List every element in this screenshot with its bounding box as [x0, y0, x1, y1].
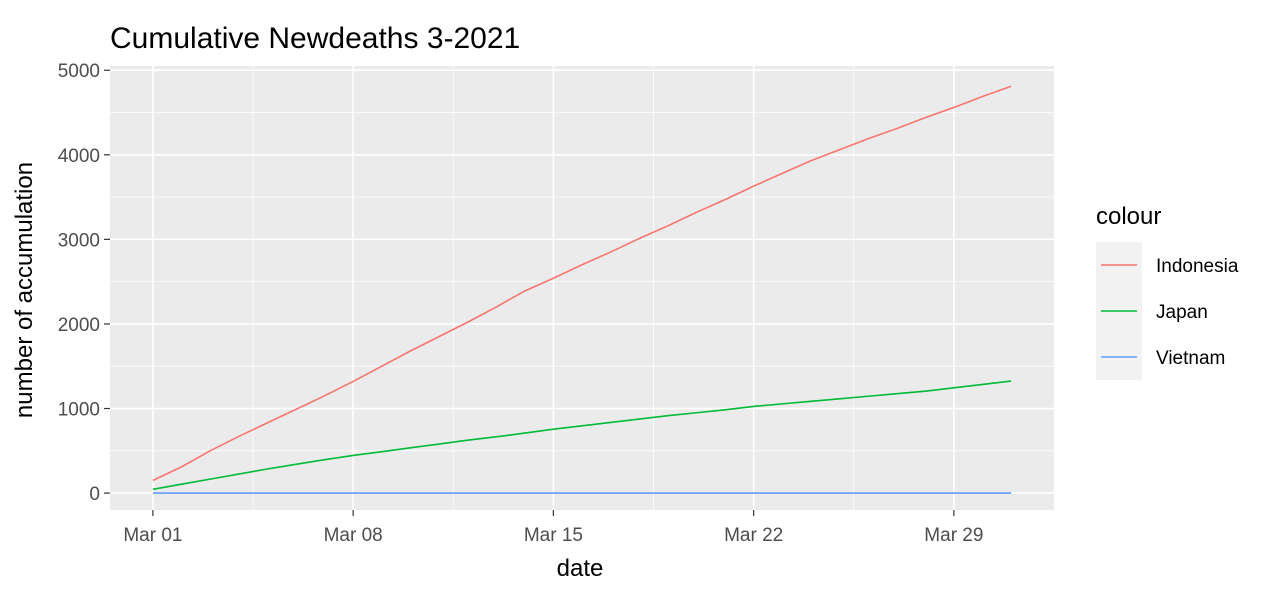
y-tick-label: 1000: [58, 400, 100, 421]
legend-items: Indonesia Japan Vietnam: [1096, 242, 1239, 380]
chart-title: Cumulative Newdeaths 3-2021: [110, 22, 520, 55]
x-tick-label: Mar 01: [123, 525, 182, 546]
series-line-indonesia: [152, 85, 1012, 482]
plot-panel: [110, 66, 1054, 510]
y-tick-label: 0: [89, 484, 100, 505]
series-lines: [152, 85, 1012, 494]
legend-label: Japan: [1156, 302, 1208, 323]
legend-label: Vietnam: [1156, 348, 1225, 369]
y-axis-title: number of accumulation: [11, 162, 38, 418]
y-axis: 0 1000 2000 3000 4000 5000: [58, 61, 110, 505]
legend-title: colour: [1096, 203, 1161, 230]
x-axis: Mar 01 Mar 08 Mar 15 Mar 22 Mar 29: [123, 510, 983, 546]
y-tick-label: 4000: [58, 146, 100, 167]
x-axis-title: date: [557, 555, 604, 582]
minor-gridlines: [110, 66, 1054, 510]
x-tick-label: Mar 29: [924, 525, 983, 546]
x-tick-label: Mar 15: [524, 525, 583, 546]
y-tick-label: 2000: [58, 315, 100, 336]
legend: colour Indonesia Japan Vietnam: [1096, 203, 1239, 380]
y-tick-label: 3000: [58, 230, 100, 251]
legend-label: Indonesia: [1156, 256, 1239, 277]
x-tick-label: Mar 08: [324, 525, 383, 546]
series-line-japan: [152, 380, 1012, 491]
x-tick-label: Mar 22: [724, 525, 783, 546]
y-tick-label: 5000: [58, 61, 100, 82]
